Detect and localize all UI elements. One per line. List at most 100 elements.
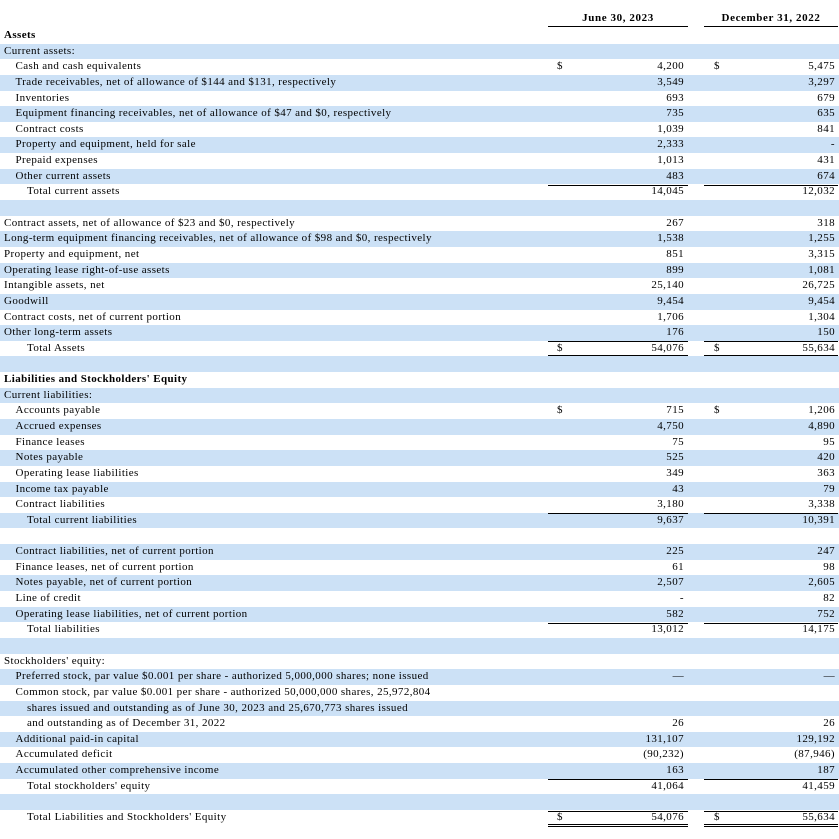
row-band xyxy=(0,731,839,748)
row-label: Total current liabilities xyxy=(27,513,138,526)
total-rule xyxy=(704,779,838,781)
row-label: Goodwill xyxy=(4,294,49,307)
row-band xyxy=(0,512,839,529)
row-label: Contract liabilities xyxy=(15,498,106,511)
currency: $ xyxy=(714,60,720,73)
double-rule xyxy=(548,824,688,828)
row-label: Intangible assets, net xyxy=(4,279,105,292)
row-label: Other long-term assets xyxy=(4,326,113,339)
amount: 4,200 xyxy=(657,60,684,73)
amount: 715 xyxy=(666,404,684,417)
double-rule xyxy=(704,824,838,828)
amount: 9,454 xyxy=(657,294,684,307)
row-band xyxy=(0,481,839,498)
amount: 635 xyxy=(817,107,835,120)
row-band xyxy=(0,544,839,560)
amount: 693 xyxy=(666,91,684,104)
amount: 1,304 xyxy=(808,310,835,323)
amount: 9,454 xyxy=(808,294,835,307)
amount: 1,538 xyxy=(657,232,684,245)
row-label: Contract costs, net of current portion xyxy=(4,310,182,323)
amount: 14,175 xyxy=(802,623,835,636)
row-label: Other current assets xyxy=(15,169,111,182)
row-label: Finance leases xyxy=(15,435,85,448)
row-label: Accumulated deficit xyxy=(15,748,113,761)
total-rule xyxy=(548,810,688,812)
amount: 2,333 xyxy=(657,138,684,151)
amount: 735 xyxy=(666,107,684,120)
amount: (87,946) xyxy=(794,748,835,761)
total-rule xyxy=(548,622,688,624)
amount: 582 xyxy=(666,607,684,620)
row-label: Contract liabilities, net of current por… xyxy=(15,545,214,558)
amount: 75 xyxy=(672,435,684,448)
amount: 3,297 xyxy=(808,75,835,88)
amount: 1,013 xyxy=(657,154,684,167)
row-band xyxy=(0,763,839,779)
total-rule xyxy=(548,513,688,515)
amount: 318 xyxy=(817,216,835,229)
row-label: and outstanding as of December 31, 2022 xyxy=(27,717,226,730)
column-header: June 30, 2023 xyxy=(548,12,688,27)
row-label: Line of credit xyxy=(15,592,81,605)
row-label: Accumulated other comprehensive income xyxy=(15,764,220,777)
row-label: Additional paid-in capital xyxy=(15,732,139,745)
amount: 43 xyxy=(672,482,684,495)
row-band xyxy=(0,450,839,466)
amount: 10,391 xyxy=(802,513,835,526)
amount: 4,750 xyxy=(657,420,684,432)
row-band xyxy=(0,606,839,623)
row-label: Total current assets xyxy=(27,185,120,198)
amount: 4,890 xyxy=(808,420,835,432)
amount: 752 xyxy=(817,607,835,620)
amount: - xyxy=(830,138,835,151)
amount: - xyxy=(679,592,684,605)
total-rule xyxy=(548,184,688,186)
row-label: Contract assets, net of allowance of $23… xyxy=(4,216,296,229)
total-rule xyxy=(548,341,688,343)
amount: 61 xyxy=(672,560,684,573)
row-label: Operating lease right-of-use assets xyxy=(4,263,170,276)
row-label: Accrued expenses xyxy=(15,420,102,432)
amount: 26 xyxy=(672,717,684,730)
amount: 187 xyxy=(817,764,835,777)
amount: 2,507 xyxy=(657,576,684,589)
row-label: Income tax payable xyxy=(15,482,109,495)
row-label: Current liabilities: xyxy=(4,388,93,401)
amount: 267 xyxy=(666,216,684,229)
row-label: Contract costs xyxy=(15,122,84,135)
amount: 247 xyxy=(817,545,835,558)
amount: 483 xyxy=(666,169,684,182)
row-band xyxy=(0,168,839,185)
amount: 525 xyxy=(666,451,684,464)
amount: 3,180 xyxy=(657,498,684,511)
row-label: Property and equipment, net xyxy=(4,247,140,260)
row-label: Inventories xyxy=(15,91,70,104)
total-rule xyxy=(704,184,838,186)
amount: 899 xyxy=(666,263,684,276)
row-label: Liabilities and Stockholders' Equity xyxy=(4,373,188,386)
amount: 98 xyxy=(823,560,835,573)
currency: $ xyxy=(557,811,563,823)
amount: 26 xyxy=(823,717,835,730)
amount: 26,725 xyxy=(802,279,835,292)
amount: 13,012 xyxy=(651,623,684,636)
amount: — xyxy=(823,670,835,683)
row-band xyxy=(0,262,839,279)
amount: 79 xyxy=(823,482,835,495)
amount: 841 xyxy=(817,122,835,135)
row-band xyxy=(0,575,839,592)
amount: 363 xyxy=(817,466,835,479)
amount: 420 xyxy=(817,451,835,464)
row-label: Stockholders' equity: xyxy=(4,654,106,667)
amount: 54,076 xyxy=(651,811,684,823)
amount: 12,032 xyxy=(802,185,835,198)
row-label: Cash and cash equivalents xyxy=(15,60,142,73)
row-band xyxy=(0,293,839,310)
row-label: Assets xyxy=(4,29,36,41)
amount: 55,634 xyxy=(802,811,835,823)
total-rule xyxy=(704,622,838,624)
amount: 3,315 xyxy=(808,247,835,260)
amount: 1,081 xyxy=(808,263,835,276)
amount: 225 xyxy=(666,545,684,558)
